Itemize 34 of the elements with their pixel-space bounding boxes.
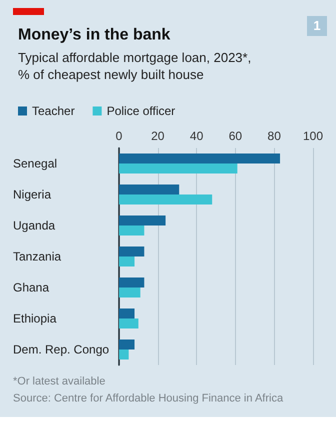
bar (119, 184, 180, 194)
x-tick-label: 40 (190, 129, 204, 143)
source-note: Source: Centre for Affordable Housing Finance in Africa (13, 392, 284, 404)
bar (119, 154, 280, 164)
x-tick-label: 20 (151, 129, 165, 143)
x-tick-label: 80 (268, 129, 282, 143)
bar (119, 318, 138, 328)
bar (119, 164, 238, 174)
y-tick-label: Ethiopia (13, 312, 57, 326)
y-tick-label: Dem. Rep. Congo (13, 342, 110, 356)
text: 1 (307, 16, 327, 36)
legend-label: Police officer (106, 104, 176, 118)
bar (119, 278, 144, 288)
text: *Or latest available (13, 376, 106, 388)
y-tick-label: Tanzania (13, 250, 62, 264)
bar (119, 256, 135, 266)
y-tick-label: Ghana (13, 280, 50, 294)
bar (119, 288, 140, 298)
x-tick-label: 60 (228, 129, 242, 143)
chart-title: Money’s in the bank (18, 26, 170, 44)
bar (119, 340, 135, 350)
y-tick-label: Senegal (13, 156, 58, 170)
y-tick-label: Nigeria (13, 188, 52, 202)
bar (119, 216, 166, 226)
x-tick-label: 0 (116, 129, 123, 143)
x-tick-label: 100 (302, 129, 324, 143)
bar (119, 350, 129, 360)
bar (119, 246, 144, 256)
bar (119, 308, 135, 318)
legend-label: Teacher (32, 104, 75, 118)
y-tick-label: Uganda (13, 218, 56, 232)
chart-subtitle: Typical affordable mortgage loan, 2023*, % of cheapest newly built house (18, 50, 252, 82)
bar (119, 226, 144, 236)
bar (119, 194, 212, 204)
